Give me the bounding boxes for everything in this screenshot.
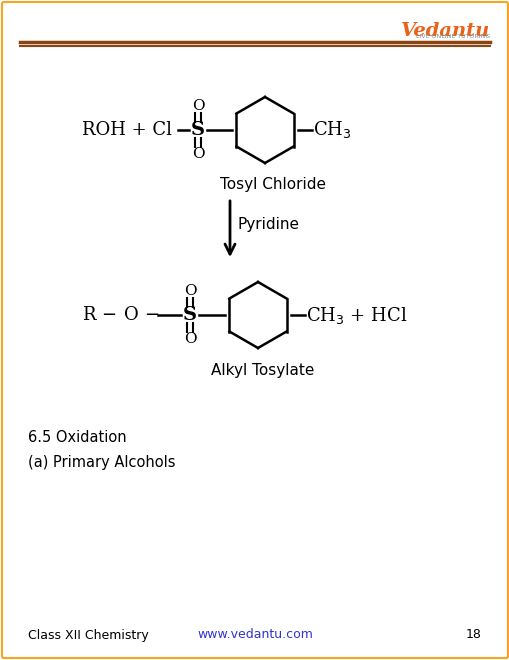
Text: CH$_3$: CH$_3$ [313, 119, 351, 141]
Text: O: O [183, 332, 196, 346]
Text: Tosyl Chloride: Tosyl Chloride [219, 178, 325, 193]
Text: 6.5 Oxidation: 6.5 Oxidation [28, 430, 126, 446]
Text: S: S [191, 121, 205, 139]
Text: www.vedantu.com: www.vedantu.com [196, 628, 313, 642]
Text: Alkyl Tosylate: Alkyl Tosylate [211, 362, 314, 378]
Text: R$\,-\,$O$\,-$: R$\,-\,$O$\,-$ [82, 306, 159, 324]
Circle shape [90, 175, 419, 505]
Text: O: O [183, 284, 196, 298]
Text: Vedantu: Vedantu [400, 22, 489, 40]
Text: Pyridine: Pyridine [238, 216, 299, 232]
Text: O: O [191, 147, 204, 161]
Text: Class XII Chemistry: Class XII Chemistry [28, 628, 149, 642]
Text: (a) Primary Alcohols: (a) Primary Alcohols [28, 455, 175, 469]
Text: S: S [183, 306, 196, 324]
Text: LIVE ONLINE TUTORING: LIVE ONLINE TUTORING [415, 34, 489, 39]
Text: CH$_3$ + HCl: CH$_3$ + HCl [305, 304, 407, 325]
Text: ROH + Cl: ROH + Cl [82, 121, 172, 139]
Text: O: O [191, 99, 204, 113]
Text: 18: 18 [465, 628, 481, 642]
